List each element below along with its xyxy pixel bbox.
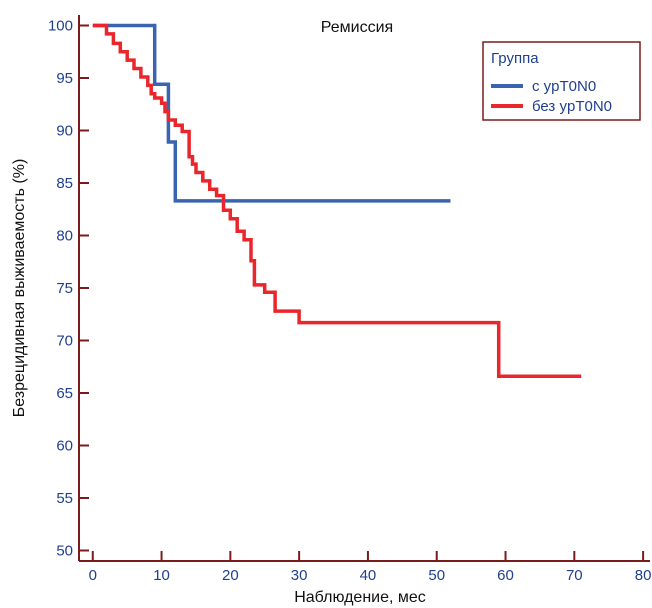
legend: Группа с ypT0N0 без ypT0N0: [482, 41, 641, 121]
x-tick-label: 0: [89, 567, 97, 584]
y-tick-label: 90: [56, 123, 73, 140]
x-tick-label: 80: [635, 567, 652, 584]
series-line-1: [92, 23, 451, 203]
y-tick-label: 100: [48, 18, 73, 35]
x-tick-label: 60: [497, 567, 514, 584]
y-axis-title: Безрецидивная выживаемость (%): [11, 159, 28, 418]
x-tick-label: 30: [291, 567, 308, 584]
x-tick-label: 50: [428, 567, 445, 584]
y-tick-label: 60: [56, 438, 73, 455]
y-tick-label: 70: [56, 333, 73, 350]
legend-label-series-2: без ypT0N0: [532, 98, 612, 115]
ticks-layer: 50 55 60 65 70 75 80 85 90 95 100 0 10 20 30 40 50 60 70 80: [48, 18, 651, 585]
series-line-2: [92, 23, 582, 378]
chart-title: Ремиссия: [321, 19, 393, 36]
x-tick-label: 20: [222, 567, 239, 584]
y-tick-label: 50: [56, 543, 73, 560]
y-tick-label: 85: [56, 175, 73, 192]
y-tick-label: 80: [56, 228, 73, 245]
x-tick-label: 70: [566, 567, 583, 584]
x-tick-label: 10: [153, 567, 170, 584]
legend-label-series-1: с ypT0N0: [532, 78, 596, 95]
y-tick-label: 65: [56, 385, 73, 402]
y-tick-label: 95: [56, 70, 73, 87]
y-tick-label: 75: [56, 280, 73, 297]
legend-title: Группа: [491, 50, 539, 67]
x-tick-label: 40: [360, 567, 377, 584]
series-layer: [92, 23, 582, 378]
y-tick-label: 55: [56, 490, 73, 507]
x-axis-title: Наблюдение, мес: [294, 589, 426, 606]
